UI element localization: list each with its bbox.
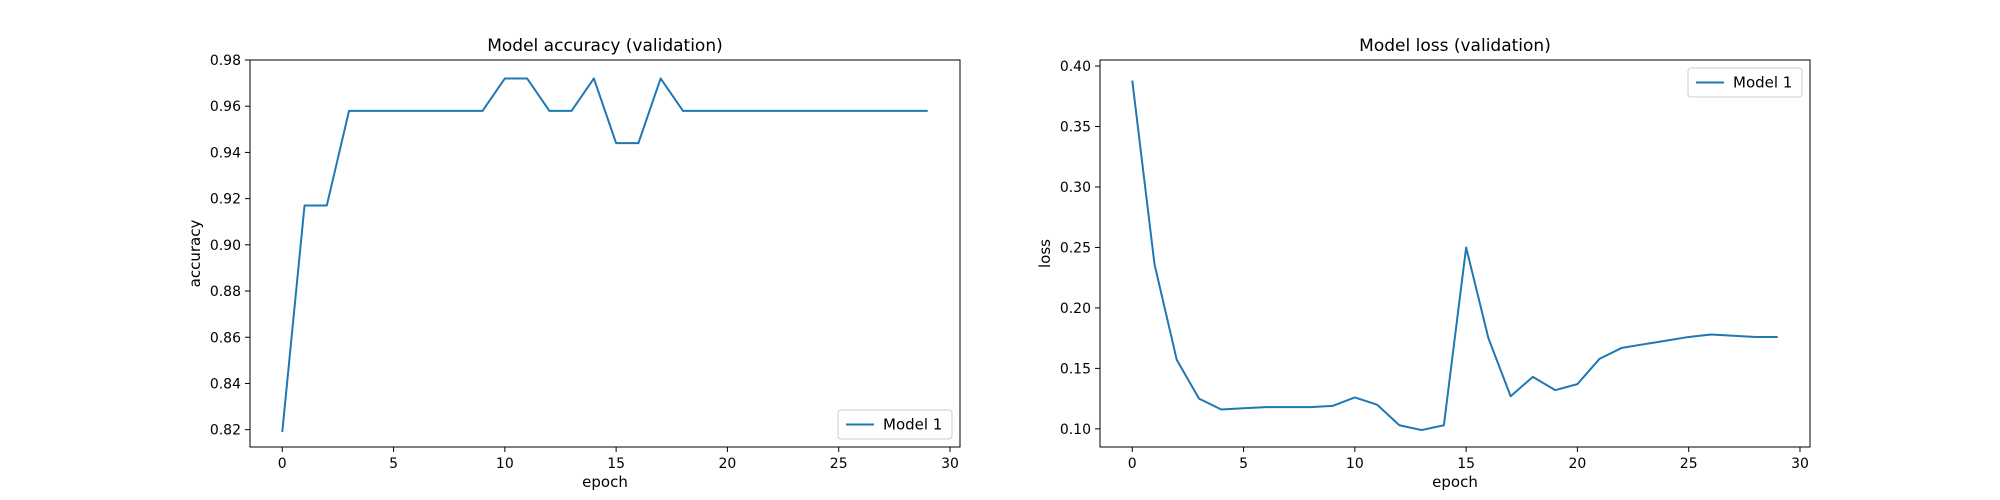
loss-y-tick-label: 0.20 xyxy=(1060,301,1091,317)
loss-x-tick-label: 25 xyxy=(1680,456,1698,472)
loss-y-tick-label: 0.35 xyxy=(1060,120,1091,136)
accuracy-y-tick-label: 0.84 xyxy=(210,376,241,392)
loss-x-axis-label: epoch xyxy=(1432,473,1478,491)
loss-legend-box xyxy=(1687,67,1803,98)
loss-y-tick-label: 0.10 xyxy=(1060,422,1091,438)
loss-legend: Model 1 xyxy=(1687,67,1803,98)
accuracy-x-tick-label: 20 xyxy=(718,456,736,472)
loss-legend-label: Model 1 xyxy=(1733,74,1792,92)
accuracy-series xyxy=(281,77,928,433)
loss-x-tick-label: 30 xyxy=(1791,456,1809,472)
loss-x-tick-label: 20 xyxy=(1568,456,1586,472)
accuracy-x-tick-label: 10 xyxy=(496,456,514,472)
loss-x-tick-label: 0 xyxy=(1128,456,1137,472)
accuracy-y-tick-label: 0.90 xyxy=(210,238,241,254)
loss-x-tick-label: 15 xyxy=(1457,456,1475,472)
loss-x-tick-label: 5 xyxy=(1239,456,1248,472)
loss-series xyxy=(1131,80,1778,432)
loss-chart: Model loss (validation) epoch loss 0 5 10 1… xyxy=(1036,36,1811,491)
accuracy-y-tick-label: 0.82 xyxy=(210,423,241,439)
accuracy-chart: Model accuracy (validation) epoch accura… xyxy=(186,36,961,491)
loss-x-tick-label: 10 xyxy=(1346,456,1364,472)
loss-y-axis-label: loss xyxy=(1036,239,1054,268)
loss-series-line xyxy=(1131,80,1778,432)
accuracy-plot-frame xyxy=(249,59,961,448)
loss-y-tick-label: 0.15 xyxy=(1060,361,1091,377)
accuracy-x-tick-label: 0 xyxy=(278,456,287,472)
accuracy-chart-title: Model accuracy (validation) xyxy=(487,36,723,56)
accuracy-x-tick-label: 25 xyxy=(830,456,848,472)
accuracy-legend: Model 1 xyxy=(837,409,953,440)
accuracy-y-axis-label: accuracy xyxy=(186,220,204,288)
loss-y-tick-label: 0.25 xyxy=(1060,240,1091,256)
loss-chart-title: Model loss (validation) xyxy=(1359,36,1551,56)
loss-y-tick-label: 0.30 xyxy=(1060,180,1091,196)
accuracy-x-ticks: 0 5 10 15 20 25 30 xyxy=(278,447,959,472)
accuracy-y-tick-label: 0.92 xyxy=(210,192,241,208)
accuracy-y-tick-label: 0.88 xyxy=(210,284,241,300)
accuracy-legend-box xyxy=(837,409,953,440)
accuracy-x-tick-label: 15 xyxy=(607,456,625,472)
accuracy-x-tick-label: 5 xyxy=(389,456,398,472)
accuracy-y-tick-label: 0.98 xyxy=(210,53,241,69)
loss-y-tick-label: 0.40 xyxy=(1060,59,1091,75)
accuracy-y-tick-label: 0.94 xyxy=(210,145,241,161)
accuracy-series-line xyxy=(281,77,928,433)
loss-x-ticks: 0 5 10 15 20 25 30 xyxy=(1128,447,1809,472)
accuracy-y-ticks: 0.82 0.84 0.86 0.88 0.90 0.92 0.94 0.96 0.98 xyxy=(210,53,250,439)
accuracy-y-tick-label: 0.86 xyxy=(210,330,241,346)
accuracy-x-tick-label: 30 xyxy=(941,456,959,472)
accuracy-legend-label: Model 1 xyxy=(883,416,942,434)
loss-y-ticks: 0.10 0.15 0.20 0.25 0.30 0.35 0.40 xyxy=(1060,59,1100,438)
accuracy-x-axis-label: epoch xyxy=(582,473,628,491)
loss-plot-frame xyxy=(1099,59,1811,448)
accuracy-y-tick-label: 0.96 xyxy=(210,99,241,115)
